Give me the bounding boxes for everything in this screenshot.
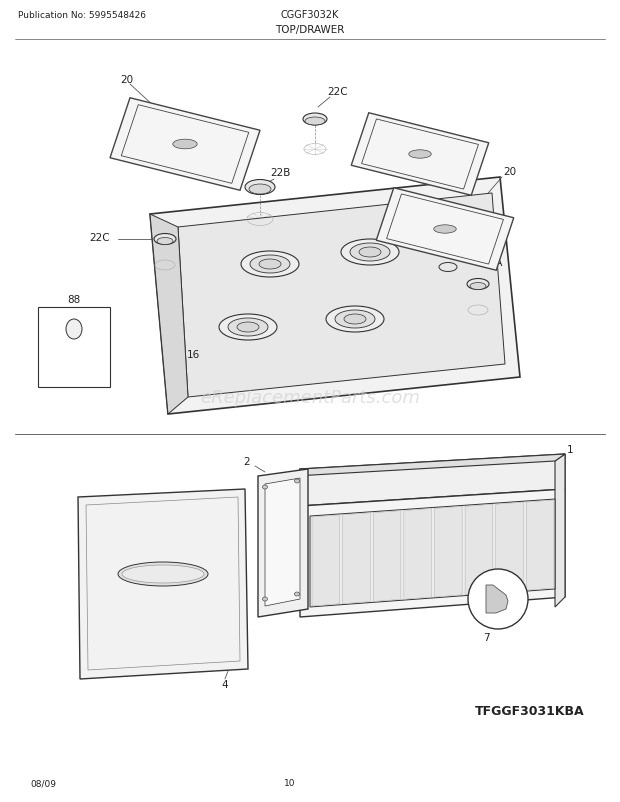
Polygon shape bbox=[386, 195, 503, 265]
Text: 16: 16 bbox=[187, 350, 200, 359]
Ellipse shape bbox=[467, 279, 489, 290]
Polygon shape bbox=[373, 511, 401, 602]
Circle shape bbox=[468, 569, 528, 630]
Bar bbox=[38, 308, 110, 387]
Polygon shape bbox=[258, 469, 308, 618]
Text: 20A: 20A bbox=[365, 128, 385, 138]
Polygon shape bbox=[178, 194, 505, 398]
Text: 88: 88 bbox=[68, 294, 81, 305]
Polygon shape bbox=[295, 455, 565, 476]
Polygon shape bbox=[150, 178, 520, 415]
Ellipse shape bbox=[262, 485, 267, 489]
Ellipse shape bbox=[122, 565, 204, 583]
Ellipse shape bbox=[262, 597, 267, 602]
Text: 22B: 22B bbox=[270, 168, 290, 178]
Polygon shape bbox=[465, 504, 493, 595]
Polygon shape bbox=[110, 99, 260, 191]
Text: 22C: 22C bbox=[90, 233, 110, 243]
Polygon shape bbox=[435, 507, 462, 597]
Ellipse shape bbox=[341, 240, 399, 265]
Text: 2: 2 bbox=[244, 456, 250, 467]
Polygon shape bbox=[404, 508, 432, 600]
Polygon shape bbox=[150, 215, 188, 415]
Text: CGGF3032K: CGGF3032K bbox=[281, 10, 339, 20]
Ellipse shape bbox=[157, 238, 173, 245]
Polygon shape bbox=[352, 114, 489, 196]
Ellipse shape bbox=[245, 180, 275, 195]
Ellipse shape bbox=[470, 283, 486, 290]
Text: TOP/DRAWER: TOP/DRAWER bbox=[275, 25, 345, 35]
Text: 4: 4 bbox=[222, 679, 228, 689]
Text: 22A: 22A bbox=[482, 257, 502, 268]
Ellipse shape bbox=[294, 480, 299, 484]
Ellipse shape bbox=[359, 248, 381, 257]
Ellipse shape bbox=[66, 320, 82, 339]
Ellipse shape bbox=[350, 244, 390, 261]
Text: 22: 22 bbox=[440, 247, 454, 257]
Ellipse shape bbox=[249, 184, 271, 195]
Polygon shape bbox=[300, 455, 565, 506]
Ellipse shape bbox=[241, 252, 299, 277]
Polygon shape bbox=[122, 106, 249, 184]
Polygon shape bbox=[265, 479, 300, 606]
Ellipse shape bbox=[154, 234, 176, 245]
Ellipse shape bbox=[409, 151, 432, 159]
Polygon shape bbox=[310, 500, 555, 607]
Ellipse shape bbox=[434, 225, 456, 234]
Polygon shape bbox=[555, 455, 565, 607]
Ellipse shape bbox=[250, 256, 290, 273]
Polygon shape bbox=[300, 489, 565, 618]
Ellipse shape bbox=[303, 114, 327, 126]
Ellipse shape bbox=[219, 314, 277, 341]
Text: 7: 7 bbox=[483, 632, 489, 642]
Text: 22C: 22C bbox=[328, 87, 348, 97]
Ellipse shape bbox=[335, 310, 375, 329]
Polygon shape bbox=[376, 188, 514, 271]
Polygon shape bbox=[361, 119, 479, 190]
Ellipse shape bbox=[118, 562, 208, 586]
Ellipse shape bbox=[344, 314, 366, 325]
Ellipse shape bbox=[173, 140, 197, 150]
Polygon shape bbox=[526, 500, 554, 590]
Text: 1: 1 bbox=[567, 444, 574, 455]
Ellipse shape bbox=[439, 263, 457, 272]
Text: 08/09: 08/09 bbox=[30, 779, 56, 788]
Polygon shape bbox=[78, 489, 248, 679]
Ellipse shape bbox=[305, 118, 325, 126]
Text: 20: 20 bbox=[503, 167, 516, 176]
Polygon shape bbox=[343, 513, 370, 604]
Polygon shape bbox=[486, 585, 508, 614]
Text: TFGGF3031KBA: TFGGF3031KBA bbox=[475, 705, 585, 718]
Text: 10: 10 bbox=[284, 779, 296, 788]
Polygon shape bbox=[496, 503, 523, 593]
Ellipse shape bbox=[237, 322, 259, 333]
Ellipse shape bbox=[326, 306, 384, 333]
Polygon shape bbox=[312, 515, 340, 606]
Text: 20: 20 bbox=[120, 75, 133, 85]
Text: Publication No: 5995548426: Publication No: 5995548426 bbox=[18, 10, 146, 19]
Ellipse shape bbox=[259, 260, 281, 269]
Ellipse shape bbox=[294, 592, 299, 596]
Text: eReplacementParts.com: eReplacementParts.com bbox=[200, 388, 420, 407]
Ellipse shape bbox=[228, 318, 268, 337]
